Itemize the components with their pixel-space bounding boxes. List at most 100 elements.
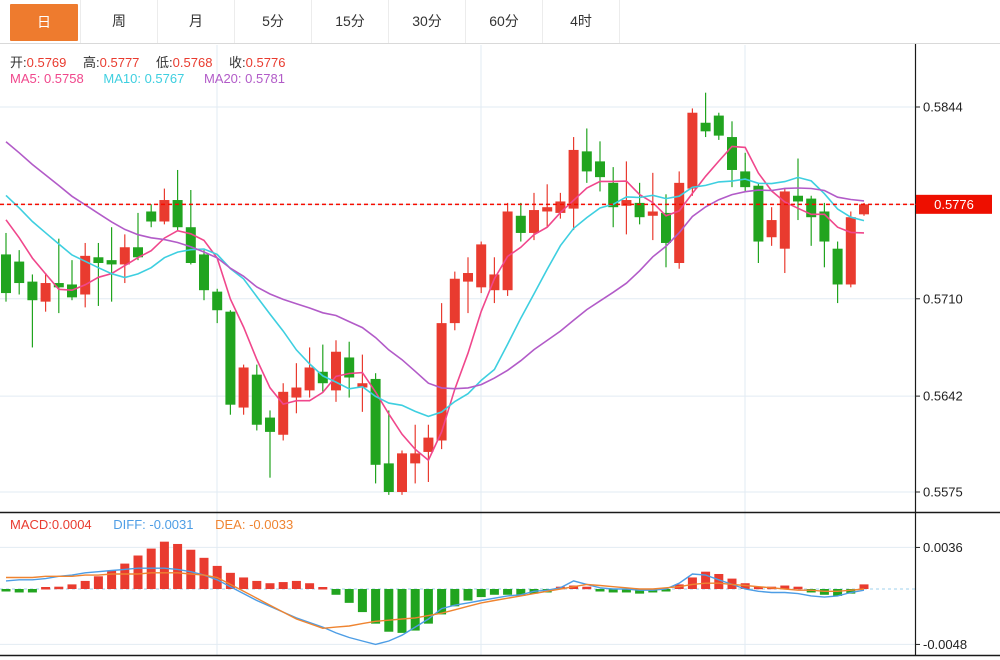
macd-hist-bar [120, 563, 130, 589]
macd-hist-bar [331, 589, 341, 595]
macd-legend: MACD:0.0004 DIFF: -0.0031 DEA: -0.0033 [10, 517, 293, 532]
candle-body [595, 161, 605, 178]
high-label: 高: [83, 55, 100, 70]
ma10-line [5, 176, 865, 418]
macd-hist-bar [252, 580, 262, 589]
macd-hist-bar [199, 557, 209, 589]
tab-4hour[interactable]: 4时 [543, 0, 620, 43]
diff-value: -0.0031 [149, 517, 194, 532]
candle-body [674, 182, 685, 264]
candle-body [159, 200, 170, 222]
tab-month[interactable]: 月 [158, 0, 235, 43]
price-axis-label: 0.5642 [923, 389, 963, 404]
macd-hist-bar [344, 589, 354, 603]
candle-body [832, 248, 843, 285]
macd-hist-bar [54, 586, 64, 590]
open-value: 0.5769 [26, 55, 67, 70]
price-axis-label: 0.5844 [923, 100, 963, 115]
ma-legend: MA5: 0.5758 MA10: 0.5767 MA20: 0.5781 [10, 71, 285, 86]
candle-body [331, 351, 341, 391]
last-price-badge [916, 194, 992, 214]
macd-hist-bar [516, 589, 526, 596]
candle-body [700, 122, 711, 132]
macd-hist-bar [714, 573, 724, 589]
ma20-value: 0.5781 [245, 71, 285, 86]
macd-hist-bar [186, 549, 196, 589]
macd-hist-bar [780, 585, 790, 589]
candle-body [608, 182, 619, 208]
tab-60min[interactable]: 60分 [466, 0, 543, 43]
candle-body [819, 211, 830, 242]
last-price-badge-value: 0.5776 [934, 197, 974, 212]
low-label: 低: [156, 55, 173, 70]
candle-body [555, 201, 566, 213]
candle-body [568, 149, 579, 209]
macd-hist-bar [608, 589, 618, 593]
candle-body [806, 198, 817, 218]
tab-day-label: 日 [10, 4, 78, 41]
macd-hist-bar [621, 589, 631, 593]
candle-body [647, 211, 658, 216]
macd-hist-bar [384, 589, 394, 632]
candle-body [383, 463, 394, 493]
open-label: 开: [10, 55, 27, 70]
candle-body [436, 323, 447, 441]
tab-month-label: 月 [189, 13, 203, 29]
candle-body [80, 255, 91, 295]
candle-body [542, 207, 553, 212]
candle-body [713, 115, 724, 136]
price-axis-label: 0.5710 [923, 291, 963, 306]
macd-hist-bar [423, 589, 433, 624]
macd-hist-bar [318, 587, 328, 590]
macd-hist-bar [173, 543, 183, 589]
candle-body [265, 417, 275, 432]
candle-body [779, 191, 790, 249]
dea-line [6, 572, 865, 630]
tab-week-label: 周 [112, 13, 126, 29]
candle-body [40, 283, 51, 302]
tab-day[interactable]: 日 [4, 0, 81, 43]
tab-5min[interactable]: 5分 [235, 0, 312, 43]
ma20-line [5, 141, 865, 390]
candle-body [133, 247, 143, 258]
macd-hist-bar [846, 589, 856, 594]
macd-hist-bar [753, 586, 763, 590]
tab-week[interactable]: 周 [81, 0, 158, 43]
candle-body [106, 260, 117, 265]
tab-15min-label: 15分 [335, 13, 365, 29]
candle-body [119, 247, 130, 265]
candle-body [172, 200, 183, 228]
macd-hist-bar [305, 583, 315, 589]
ohlc-legend: 开:0.5769 高:0.5777 低:0.5768 收:0.5776 [10, 52, 298, 71]
timeframe-tabbar: 日 周 月 5分 15分 30分 60分 4时 [0, 0, 1000, 44]
candle-body [423, 437, 434, 452]
candle-body [185, 227, 196, 264]
candle-body [634, 202, 645, 218]
macd-hist-bar [265, 583, 275, 589]
macd-hist-bar [833, 589, 843, 596]
tab-15min[interactable]: 15分 [312, 0, 389, 43]
tab-30min[interactable]: 30分 [389, 0, 466, 43]
macd-hist-bar [476, 589, 486, 598]
candle-body [621, 200, 632, 206]
ma5-label: MA5: [10, 71, 41, 86]
candle-body [53, 283, 64, 288]
macd-hist-bar [437, 589, 447, 615]
candle-body [463, 273, 473, 282]
candle-body [238, 367, 249, 408]
candle-body [476, 244, 487, 288]
candle-body [27, 281, 38, 301]
candle-body [291, 387, 302, 398]
diff-label: DIFF: [113, 517, 146, 532]
candle-body [449, 278, 460, 324]
macd-hist-bar [291, 580, 301, 589]
macd-hist-bar [410, 589, 420, 631]
macd-hist-bar [225, 572, 235, 589]
macd-hist-bar [463, 589, 473, 601]
macd-hist-bar [159, 541, 169, 589]
macd-hist-bar [503, 589, 513, 595]
candle-body [317, 371, 328, 384]
dea-value: -0.0033 [249, 517, 294, 532]
macd-hist-bar [371, 589, 381, 624]
